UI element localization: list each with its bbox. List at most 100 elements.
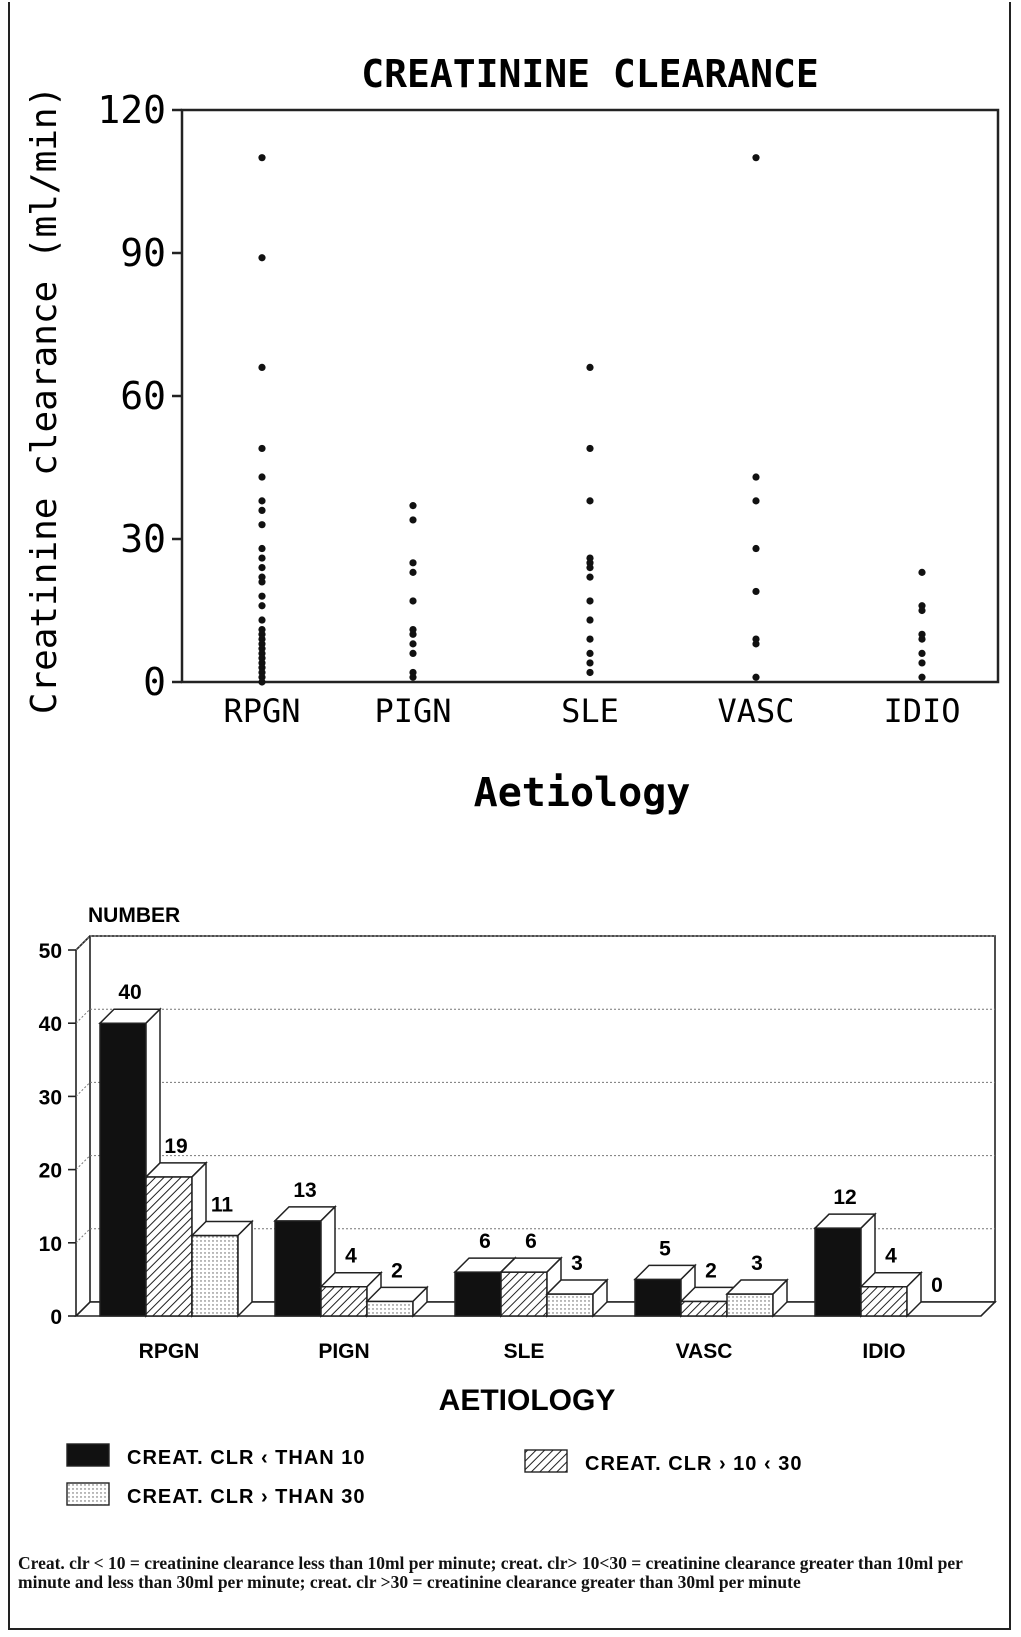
- bar: [500, 1271, 548, 1317]
- scatter-title: CREATININE CLEARANCE: [361, 52, 819, 96]
- scatter-y-axis-label: Creatinine clearance (ml/min): [24, 86, 65, 715]
- legend-swatch: [524, 1449, 568, 1473]
- scatter-x-axis-label: Aetiology: [474, 770, 691, 816]
- bar: [726, 1293, 774, 1317]
- scatter-y-tick-label: 120: [97, 88, 166, 132]
- bar-data-label: 3: [751, 1252, 763, 1275]
- scatter-point: [918, 649, 926, 658]
- scatter-point: [586, 616, 594, 624]
- bar: [191, 1234, 239, 1317]
- scatter-x-tick-label: VASC: [717, 692, 794, 730]
- bar-data-label: 4: [345, 1245, 357, 1268]
- bar-group-item: 11: [190, 1193, 254, 1318]
- bar-data-label: 13: [293, 1179, 316, 1202]
- scatter-y-tick-label: 60: [120, 374, 166, 418]
- bar-group-item: 40: [98, 981, 162, 1318]
- scatter-point: [409, 568, 417, 576]
- bar: [814, 1227, 862, 1317]
- scatter-point: [586, 659, 594, 667]
- scatter-point: [409, 516, 417, 524]
- scatter-point: [918, 635, 926, 643]
- bar: [320, 1285, 368, 1317]
- scatter-point: [752, 497, 760, 505]
- scatter-point: [586, 444, 594, 453]
- scatter-point: [258, 444, 266, 453]
- bar-y-tick-label: 20: [39, 1160, 62, 1183]
- legend-swatch: [66, 1482, 110, 1506]
- bar-group-item: 4: [319, 1245, 383, 1318]
- bar: [99, 1022, 147, 1317]
- scatter-point: [258, 554, 266, 562]
- bar: [274, 1220, 322, 1317]
- scatter-point: [752, 473, 760, 481]
- scatter-point: [258, 592, 266, 600]
- bar: [860, 1285, 908, 1317]
- scatter-y-tick-label: 90: [120, 231, 166, 275]
- scatter-point: [409, 630, 417, 638]
- bar-side: [772, 1278, 788, 1318]
- bar-x-tick-label: IDIO: [862, 1340, 905, 1363]
- scatter-point: [918, 673, 926, 681]
- scatter-point: [258, 363, 266, 371]
- scatter-point: [258, 521, 266, 529]
- bar-group-item: 12: [813, 1186, 877, 1318]
- bar-y-tick-label: 50: [39, 940, 62, 963]
- bar: [634, 1278, 682, 1317]
- scatter-point: [918, 568, 926, 576]
- scatter-point: [586, 635, 594, 643]
- bar-y-tick-label: 10: [39, 1233, 62, 1256]
- scatter-point: [752, 154, 760, 162]
- bar-side: [237, 1219, 253, 1318]
- scatter-point: [258, 506, 266, 514]
- scatter-point: [258, 154, 266, 162]
- scatter-point: [752, 544, 760, 553]
- scatter-point: [409, 559, 417, 567]
- scatter-x-tick-label: SLE: [561, 692, 619, 730]
- scatter-point: [409, 502, 417, 510]
- scatter-point: [258, 578, 266, 586]
- bar-side: [906, 1270, 922, 1318]
- scatter-point: [258, 254, 266, 262]
- scatter-point: [586, 668, 594, 677]
- bar-gridline-diagonal: [75, 935, 91, 951]
- scatter-point: [586, 497, 594, 505]
- bar-gridline-diagonal: [75, 1155, 91, 1170]
- bar-group-item: 2: [365, 1259, 429, 1318]
- footnote: Creat. clr < 10 = creatinine clearance l…: [18, 1553, 963, 1592]
- legend-label: CREAT. CLR › 10 ‹ 30: [585, 1453, 802, 1475]
- legend-label: CREAT. CLR ‹ THAN 10: [127, 1447, 366, 1469]
- bar-data-label: 2: [391, 1259, 403, 1282]
- scatter-point: [258, 497, 266, 505]
- bar-gridline-diagonal: [75, 1082, 91, 1097]
- bar-data-label: 11: [211, 1193, 234, 1216]
- bar-data-label: 6: [479, 1230, 491, 1253]
- scatter-point: [258, 616, 266, 624]
- scatter-point: [409, 649, 417, 658]
- bar-gridline-diagonal: [75, 1228, 91, 1244]
- legend-label: CREAT. CLR › THAN 30: [127, 1486, 366, 1508]
- figure-frame: [8, 2, 1011, 1630]
- scatter-point: [409, 673, 417, 681]
- bar-x-tick-label: VASC: [676, 1340, 733, 1363]
- scatter-x-tick-label: RPGN: [223, 692, 300, 730]
- scatter-point: [586, 649, 594, 658]
- bar-y-tick-label: 0: [50, 1306, 62, 1329]
- scatter-point: [752, 673, 760, 681]
- bar: [454, 1271, 502, 1317]
- scatter-chart: CREATININE CLEARANCE 0 30 60 90 120 RPGN PIGN…: [24, 52, 1000, 816]
- bar-x-tick-label: PIGN: [318, 1340, 369, 1363]
- bar-data-label: 5: [659, 1237, 671, 1260]
- scatter-point: [258, 544, 266, 553]
- bar-data-label: 40: [118, 981, 141, 1004]
- bar-y-tick-label: 40: [39, 1013, 62, 1036]
- bar-side: [412, 1285, 428, 1318]
- scatter-point: [586, 573, 594, 581]
- bar: [680, 1300, 728, 1317]
- scatter-y-tick-label: 0: [143, 660, 166, 704]
- scatter-point: [752, 587, 760, 596]
- scatter-point: [258, 678, 266, 686]
- bar-data-label: 6: [525, 1230, 537, 1253]
- bar: [546, 1293, 594, 1317]
- bar-group-item: 4: [859, 1245, 923, 1318]
- scatter-point: [258, 564, 266, 572]
